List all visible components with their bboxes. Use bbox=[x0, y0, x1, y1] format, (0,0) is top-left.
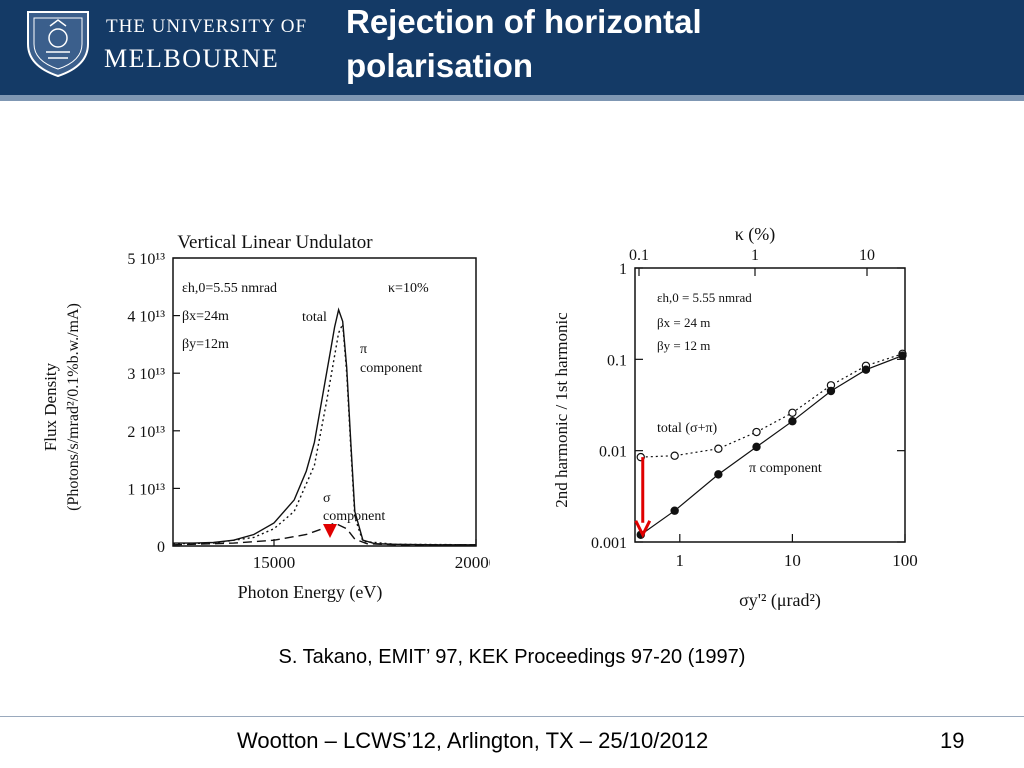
x-tick-label: 15000 bbox=[253, 553, 296, 572]
total-point bbox=[670, 451, 679, 460]
footer-rule bbox=[0, 716, 1024, 717]
slide-title-line2: polarisation bbox=[346, 47, 534, 84]
param-beta-x: βx = 24 m bbox=[657, 315, 710, 330]
top-axis-label: κ (%) bbox=[735, 224, 776, 245]
plot-frame bbox=[172, 257, 477, 547]
x-axis-label: Photon Energy (eV) bbox=[238, 582, 383, 603]
footer-text: Wootton – LCWS’12, Arlington, TX – 25/10… bbox=[237, 728, 709, 753]
y-tick-label: 5 10¹³ bbox=[127, 251, 165, 268]
top-tick-label: 10 bbox=[859, 247, 875, 264]
label-sigma-component: component bbox=[323, 509, 385, 524]
param-emittance: εh,0=5.55 nmrad bbox=[182, 281, 277, 296]
pi-point bbox=[670, 506, 679, 515]
slide-title: Rejection of horizontal polarisation bbox=[346, 0, 906, 88]
header-bar: THE UNIVERSITY OF MELBOURNE Rejection of… bbox=[0, 0, 1024, 95]
slide-number: 19 bbox=[940, 728, 965, 753]
chart-series bbox=[634, 349, 907, 539]
y-tick-label: 4 10¹³ bbox=[127, 309, 165, 326]
y-tick-label: 0.01 bbox=[599, 444, 627, 461]
pi-point bbox=[826, 386, 836, 396]
y-tick-label: 0.001 bbox=[591, 535, 627, 552]
x-tick-label: 1 bbox=[676, 551, 685, 570]
kappa-label: κ=10% bbox=[388, 281, 429, 296]
flux-density-chart: Vertical Linear Undulator 0 1 10¹³ 2 10¹³ 3… bbox=[41, 232, 490, 603]
x-tick-label: 100 bbox=[892, 551, 918, 570]
x-axis-label: σy'² (μrad²) bbox=[739, 590, 821, 611]
label-total-sigma-pi: total (σ+π) bbox=[657, 421, 718, 436]
y-axis-label-line1: Flux Density bbox=[41, 362, 60, 451]
y-tick-label: 0 bbox=[157, 539, 165, 556]
param-beta-y: βy=12m bbox=[182, 337, 229, 352]
rejection-arrow-icon bbox=[634, 520, 652, 539]
label-sigma: σ bbox=[323, 491, 331, 506]
x-tick-label: 20000 bbox=[455, 553, 490, 572]
y-tick-label: 1 bbox=[619, 261, 627, 278]
y-axis-ticks: 0 1 10¹³ 2 10¹³ 3 10¹³ 4 10¹³ 5 10¹³ bbox=[127, 251, 180, 556]
series-line-solid bbox=[173, 307, 476, 546]
pi-point bbox=[714, 470, 723, 479]
slide-title-line1: Rejection of horizontal bbox=[346, 3, 702, 40]
logo-text-line2: MELBOURNE bbox=[104, 44, 280, 73]
pi-point bbox=[788, 417, 797, 426]
label-total: total bbox=[302, 310, 327, 325]
total-point bbox=[752, 427, 761, 437]
citation: S. Takano, EMIT’ 97, KEK Proceedings 97-… bbox=[278, 646, 746, 668]
label-pi: π bbox=[360, 342, 367, 357]
y-tick-label: 0.1 bbox=[607, 352, 627, 369]
pi-point bbox=[752, 442, 761, 452]
series-line-total bbox=[640, 353, 903, 458]
top-tick-label: 1 bbox=[751, 247, 759, 264]
x-axis-ticks: 15000 20000 bbox=[253, 539, 490, 572]
y-axis-label: 2nd harmonic / 1st harmonic bbox=[552, 312, 571, 508]
header-rule bbox=[0, 95, 1024, 101]
chart-series bbox=[172, 307, 477, 546]
y-tick-label: 1 10¹³ bbox=[127, 481, 165, 498]
top-tick-label: 0.1 bbox=[629, 247, 649, 264]
pi-point bbox=[861, 365, 871, 374]
series-line-pi bbox=[640, 355, 903, 536]
y-tick-label: 2 10¹³ bbox=[127, 424, 165, 441]
y-axis-label-line2: (Photons/s/mrad²/0.1%b.w./mA) bbox=[65, 303, 82, 511]
param-beta-y: βy = 12 m bbox=[657, 338, 710, 353]
label-pi-component: π component bbox=[749, 461, 822, 476]
logo-text-line1: THE UNIVERSITY OF bbox=[106, 16, 308, 37]
series-line-dashed bbox=[172, 522, 476, 546]
y-tick-label: 3 10¹³ bbox=[127, 366, 165, 383]
total-point bbox=[714, 444, 723, 453]
pi-point bbox=[898, 351, 907, 360]
sigma-arrow-icon bbox=[323, 524, 337, 538]
label-pi-component: component bbox=[360, 361, 422, 376]
total-point bbox=[788, 408, 797, 417]
param-beta-x: βx=24m bbox=[182, 309, 229, 324]
university-crest-icon bbox=[27, 11, 89, 78]
plot-frame bbox=[634, 267, 906, 543]
param-emittance: εh,0 = 5.55 nmrad bbox=[657, 290, 752, 305]
chart-title: Vertical Linear Undulator bbox=[177, 232, 373, 253]
x-tick-label: 10 bbox=[784, 551, 801, 570]
